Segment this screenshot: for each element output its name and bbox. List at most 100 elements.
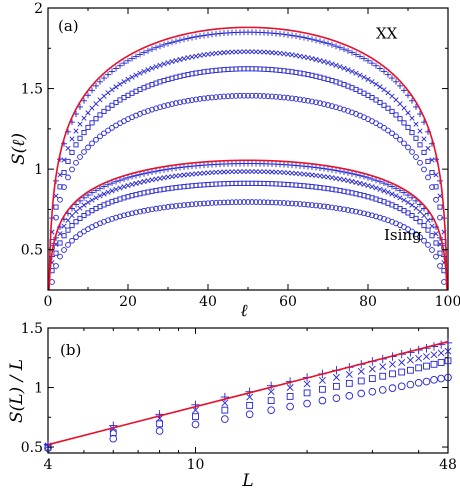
panel-a-point bbox=[413, 154, 419, 160]
panel-a-point bbox=[105, 105, 111, 111]
panel-b-point bbox=[191, 420, 200, 429]
panel-b-point bbox=[398, 368, 406, 376]
panel-a-point bbox=[389, 183, 395, 190]
panel-a-point bbox=[405, 124, 411, 131]
panel-a-point bbox=[165, 174, 171, 180]
panel-a-point bbox=[125, 76, 131, 82]
panel-a-point bbox=[389, 130, 395, 137]
panel-a-point bbox=[253, 92, 259, 99]
panel-a-point bbox=[281, 170, 287, 176]
panel-a-point bbox=[309, 98, 315, 105]
panel-a-point bbox=[145, 178, 151, 184]
panel-a-point bbox=[333, 43, 339, 50]
panel-a-point bbox=[65, 158, 71, 165]
panel-a-point bbox=[121, 176, 127, 183]
panel-b-point bbox=[303, 389, 311, 397]
panel-b-point bbox=[437, 374, 445, 383]
panel-b-point bbox=[156, 420, 163, 428]
panel-a-point bbox=[229, 169, 235, 175]
panel-a-point bbox=[177, 202, 183, 209]
panel-a-point bbox=[157, 62, 163, 68]
panel-a-point bbox=[421, 149, 427, 155]
panel-a-point bbox=[137, 171, 143, 178]
panel-a-point bbox=[69, 223, 75, 229]
panel-a-point bbox=[61, 184, 67, 191]
panel-a-point bbox=[117, 62, 123, 69]
panel-a-point bbox=[425, 158, 431, 165]
panel-a-point bbox=[149, 169, 155, 176]
panel-b-point bbox=[267, 388, 275, 396]
panel-b-point bbox=[267, 397, 275, 405]
panel-a-point bbox=[257, 199, 263, 205]
panel-a-point bbox=[349, 170, 355, 177]
panel-a-point bbox=[377, 178, 383, 185]
panel-a-point bbox=[373, 177, 379, 184]
panel-a-point bbox=[329, 204, 335, 211]
panel-a-point bbox=[249, 92, 255, 99]
panel-a-ylabel: S(ℓ) bbox=[9, 133, 29, 165]
panel-a-point bbox=[109, 216, 115, 222]
panel-a-point bbox=[325, 40, 331, 47]
panel-a-point bbox=[177, 56, 183, 63]
panel-a-point bbox=[321, 173, 327, 180]
panel-b-point bbox=[379, 363, 387, 371]
panel-a-point bbox=[57, 196, 63, 203]
panel-b-point bbox=[221, 399, 229, 407]
panel-a-point bbox=[157, 104, 163, 111]
panel-b-point bbox=[414, 378, 423, 387]
panel-a-point bbox=[113, 84, 119, 90]
panel-a-point bbox=[381, 125, 387, 131]
panel-b-point bbox=[286, 384, 294, 391]
panel-a-point bbox=[325, 166, 331, 173]
panel-a-point bbox=[421, 213, 427, 219]
panel-a-point bbox=[313, 56, 319, 63]
panel-a-point bbox=[285, 31, 291, 38]
panel-a-point bbox=[109, 87, 115, 93]
panel-a-point bbox=[301, 201, 307, 208]
panel-a-point bbox=[377, 99, 383, 106]
panel-a-point bbox=[245, 92, 251, 99]
panel-a-point bbox=[197, 200, 203, 207]
panel-a-point bbox=[333, 167, 339, 174]
panel-a-point bbox=[341, 46, 347, 53]
panel-a-point bbox=[85, 124, 91, 131]
panel-a-point bbox=[133, 209, 139, 216]
panel-a-point bbox=[161, 41, 167, 48]
panel-a-point bbox=[169, 173, 175, 180]
panel-a-point bbox=[77, 215, 83, 221]
panel-a-xlabel: ℓ bbox=[240, 301, 247, 321]
panel-a-point bbox=[181, 36, 187, 43]
panel-a-point bbox=[373, 62, 379, 69]
panel-a-point bbox=[149, 206, 155, 213]
panel-a-xtick-label: 20 bbox=[119, 294, 137, 310]
panel-a-point bbox=[113, 186, 119, 192]
panel-a-point bbox=[93, 82, 99, 89]
panel-a-point bbox=[57, 240, 63, 246]
panel-a-point bbox=[153, 44, 159, 51]
panel-b-point bbox=[430, 351, 438, 359]
panel-a-point bbox=[181, 202, 187, 208]
panel-a-point bbox=[173, 57, 179, 64]
panel-a-point bbox=[261, 169, 267, 175]
panel-a-point bbox=[117, 185, 123, 191]
panel-a-point bbox=[81, 130, 87, 136]
panel-a-point bbox=[145, 67, 151, 73]
panel-a-point bbox=[101, 183, 107, 190]
panel-a-point bbox=[233, 169, 239, 175]
panel-a-point bbox=[193, 201, 199, 207]
panel-a-point bbox=[317, 173, 323, 179]
panel-a-point bbox=[129, 173, 135, 180]
panel-a-point bbox=[101, 93, 107, 99]
panel-a-point bbox=[333, 62, 339, 68]
panel-a-point bbox=[61, 233, 67, 239]
panel-a-point bbox=[405, 92, 411, 99]
panel-a-point bbox=[109, 102, 115, 108]
panel-a-point bbox=[85, 199, 91, 206]
panel-a-point bbox=[101, 108, 107, 114]
panel-a-point bbox=[201, 52, 207, 58]
panel-a-point bbox=[73, 159, 79, 166]
panel-a-data bbox=[48, 26, 448, 291]
panel-a-point bbox=[309, 202, 315, 208]
panel-b-point bbox=[332, 373, 340, 381]
panel-a-point bbox=[73, 142, 79, 148]
